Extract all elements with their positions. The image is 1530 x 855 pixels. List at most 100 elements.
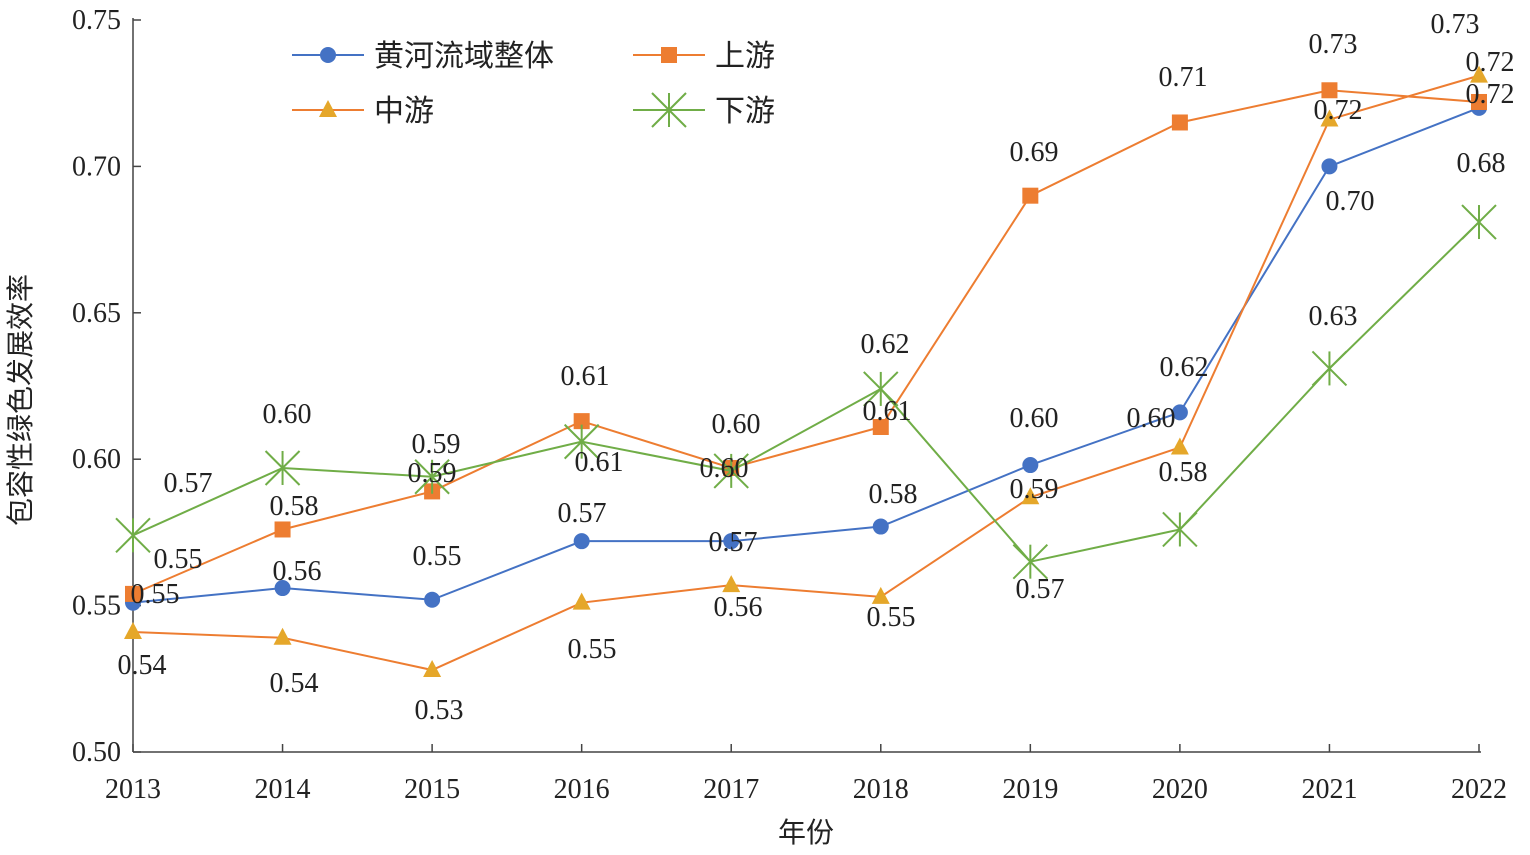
legend-label: 中游 [374, 95, 434, 128]
data-label: 0.55 [413, 541, 462, 572]
marker-triangle [423, 660, 442, 678]
series-line-1 [132, 89, 1480, 595]
marker-square [872, 418, 889, 435]
series-line-0 [132, 106, 1480, 604]
marker-square [1471, 93, 1487, 110]
data-label: 0.55 [867, 602, 916, 633]
data-label: 0.70 [1326, 186, 1375, 217]
series-line-2 [132, 74, 1480, 672]
x-axis-label: 年份 [778, 817, 834, 849]
marker-x-star [863, 371, 899, 407]
marker-triangle [871, 586, 890, 604]
y-tick-label: 0.60 [72, 444, 121, 475]
series-lines [115, 65, 1497, 678]
data-label: 0.72 [1466, 47, 1515, 78]
data-label: 0.54 [270, 668, 319, 699]
marker-square [125, 585, 141, 602]
data-label: 0.63 [1309, 301, 1358, 332]
marker-triangle [273, 627, 292, 645]
x-tick-label: 2020 [1152, 774, 1208, 805]
legend-label: 下游 [715, 95, 775, 128]
data-label: 0.61 [575, 447, 624, 478]
data-label: 0.62 [861, 329, 910, 360]
marker-triangle [572, 592, 591, 610]
data-label: 0.53 [415, 695, 464, 726]
x-tick-label: 2018 [853, 774, 909, 805]
marker-triangle [1170, 437, 1189, 455]
marker-square [573, 413, 590, 430]
y-tick-label: 0.65 [72, 298, 121, 329]
marker-x-star [1162, 511, 1198, 548]
data-label: 0.68 [1457, 148, 1506, 179]
marker-x-star [713, 453, 749, 489]
x-tick-label: 2019 [1002, 774, 1058, 805]
y-tick-label: 0.75 [72, 5, 121, 36]
data-label: 0.58 [1159, 457, 1208, 488]
legend-label: 上游 [715, 40, 775, 73]
data-label: 0.55 [131, 579, 180, 610]
data-label: 0.62 [1160, 352, 1209, 383]
series-line-3 [132, 221, 1480, 563]
marker-square [1022, 187, 1039, 204]
data-label: 0.72 [1466, 79, 1515, 110]
marker-x-star [414, 459, 450, 495]
marker-circle [274, 580, 291, 597]
marker-triangle [1021, 487, 1040, 505]
data-label: 0.57 [164, 468, 213, 499]
marker-triangle [1470, 65, 1488, 83]
data-label: 0.73 [1431, 9, 1480, 40]
data-label: 0.59 [408, 458, 457, 489]
marker-circle [1022, 457, 1039, 474]
data-label: 0.56 [714, 592, 763, 623]
marker-square [1171, 114, 1188, 131]
marker-triangle [1320, 109, 1339, 127]
data-label: 0.59 [1010, 474, 1059, 505]
marker-square [661, 47, 677, 63]
x-tick-label: 2015 [404, 774, 460, 805]
y-tick-label: 0.70 [72, 151, 121, 182]
marker-triangle [319, 100, 337, 117]
data-label: 0.69 [1010, 137, 1059, 168]
data-label: 0.71 [1159, 62, 1208, 93]
data-label: 0.57 [709, 527, 758, 558]
y-tick-label: 0.50 [72, 737, 121, 768]
marker-circle [1171, 404, 1188, 421]
y-tick-label: 0.55 [72, 591, 121, 622]
marker-x-star [1012, 543, 1049, 580]
x-tick-label: 2016 [554, 774, 610, 805]
marker-circle [320, 47, 336, 63]
marker-x-star [563, 423, 600, 460]
x-tick-label: 2017 [703, 774, 759, 805]
data-label: 0.56 [273, 556, 322, 587]
marker-circle [424, 591, 441, 608]
marker-circle [1321, 158, 1338, 175]
marker-x-star [1461, 204, 1497, 240]
marker-circle [723, 533, 740, 550]
x-tick-label: 2022 [1451, 774, 1507, 805]
data-label: 0.60 [263, 399, 312, 430]
x-tick-label: 2021 [1301, 774, 1357, 805]
data-label: 0.73 [1309, 29, 1358, 60]
x-tick-label: 2013 [105, 774, 161, 805]
marker-triangle [124, 621, 142, 639]
marker-x-star [115, 517, 151, 554]
data-label: 0.58 [270, 491, 319, 522]
marker-x-star [1311, 350, 1348, 387]
marker-x-star [264, 450, 301, 486]
data-label: 0.60 [700, 453, 749, 484]
axes: 0.50 0.55 0.60 0.65 0.70 0.75 2013 2014 2015 2016… [72, 5, 1507, 805]
marker-circle [872, 518, 889, 535]
data-label: 0.55 [568, 634, 617, 665]
data-labels: 0.55 0.56 0.55 0.57 0.57 0.58 0.60 0.62 0.70 0.72… [118, 9, 1515, 726]
data-label: 0.55 [154, 544, 203, 575]
data-label: 0.60 [1127, 403, 1176, 434]
x-tick-label: 2014 [255, 774, 311, 805]
legend-label: 黄河流域整体 [374, 40, 554, 73]
marker-x-star [651, 92, 687, 128]
marker-circle [573, 533, 590, 550]
data-label: 0.58 [869, 479, 918, 510]
data-label: 0.60 [712, 409, 761, 440]
data-label: 0.61 [561, 361, 610, 392]
